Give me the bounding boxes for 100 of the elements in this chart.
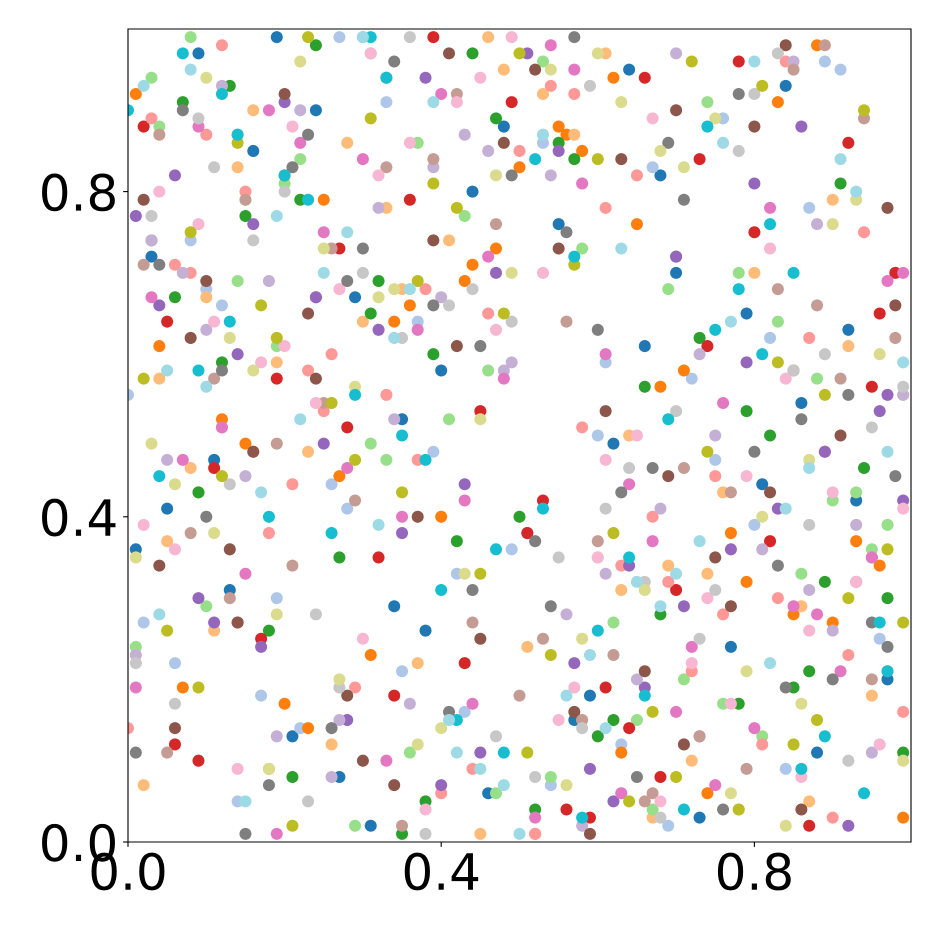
point <box>513 510 526 523</box>
point <box>662 470 674 482</box>
point <box>364 308 377 320</box>
point <box>811 299 824 312</box>
point <box>536 128 550 141</box>
point <box>772 283 784 296</box>
point <box>592 730 604 742</box>
point <box>427 234 440 246</box>
point <box>247 234 260 246</box>
point <box>341 275 354 288</box>
point <box>270 828 283 840</box>
point <box>607 714 620 726</box>
point <box>897 356 910 368</box>
point <box>138 120 150 133</box>
point <box>247 104 260 116</box>
point <box>881 543 894 556</box>
point <box>842 340 854 352</box>
point <box>506 356 518 368</box>
point <box>701 592 714 604</box>
point <box>404 746 416 759</box>
point <box>176 454 189 466</box>
point <box>826 486 839 498</box>
point <box>874 632 886 645</box>
point <box>818 388 831 401</box>
point <box>701 120 714 133</box>
point <box>130 88 142 100</box>
point <box>130 551 142 564</box>
point <box>874 738 886 750</box>
point <box>607 648 620 662</box>
point <box>247 218 260 230</box>
point <box>372 291 385 304</box>
point <box>600 202 612 214</box>
point <box>372 551 385 564</box>
point <box>709 551 722 564</box>
point <box>356 266 369 279</box>
point <box>874 348 886 360</box>
point <box>286 770 298 783</box>
point <box>592 624 604 637</box>
point <box>443 47 456 60</box>
point <box>536 88 550 100</box>
point <box>584 762 596 775</box>
point <box>168 478 181 490</box>
point <box>255 299 268 312</box>
point <box>568 153 580 166</box>
point <box>646 112 659 124</box>
point <box>584 648 596 662</box>
point <box>482 250 494 263</box>
point <box>239 470 252 482</box>
point <box>184 527 197 540</box>
point <box>161 624 174 637</box>
point <box>874 560 886 572</box>
point <box>372 169 385 182</box>
point <box>262 104 275 116</box>
point <box>724 600 737 612</box>
point <box>474 828 486 840</box>
point <box>646 803 659 816</box>
point <box>866 380 878 393</box>
point <box>168 738 181 750</box>
point <box>638 795 651 808</box>
point <box>286 730 298 742</box>
point <box>302 446 314 458</box>
point <box>560 803 572 816</box>
point <box>678 600 690 612</box>
point <box>732 266 745 279</box>
point <box>788 266 800 279</box>
point <box>834 372 847 385</box>
point <box>654 380 666 393</box>
point <box>130 746 142 759</box>
point <box>748 177 760 190</box>
point <box>818 576 831 588</box>
point <box>326 478 338 490</box>
point <box>764 332 776 344</box>
point <box>560 690 572 702</box>
point <box>404 136 416 149</box>
point <box>192 218 204 230</box>
point <box>349 682 362 694</box>
point <box>278 340 291 352</box>
point <box>153 372 166 385</box>
point <box>506 266 518 279</box>
point <box>592 535 604 548</box>
point <box>811 714 824 726</box>
point <box>795 413 808 426</box>
point <box>529 153 542 166</box>
point <box>474 746 486 759</box>
point <box>576 144 588 157</box>
point <box>184 462 197 474</box>
point <box>842 648 854 662</box>
point <box>560 779 572 792</box>
point <box>842 324 854 336</box>
point <box>262 779 275 792</box>
point <box>420 283 432 296</box>
point <box>192 754 204 767</box>
point <box>326 738 338 750</box>
point <box>388 779 400 792</box>
point <box>670 568 682 580</box>
point <box>138 258 150 271</box>
point <box>709 112 722 124</box>
y-tick-label: 0.8 <box>42 173 115 212</box>
point <box>630 429 643 442</box>
point <box>748 226 760 238</box>
